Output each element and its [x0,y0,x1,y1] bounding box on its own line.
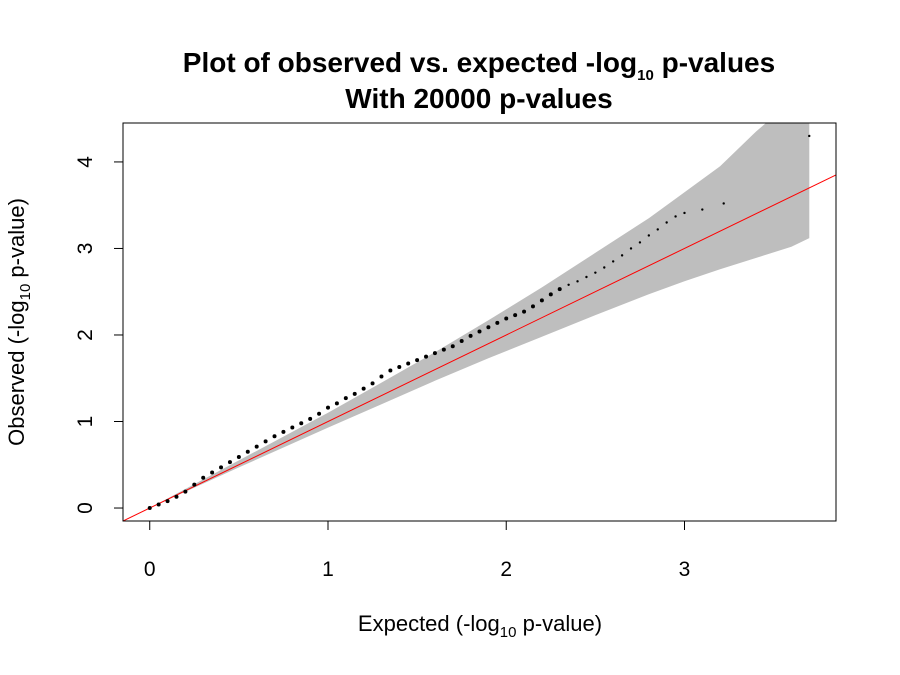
chart-title: Plot of observed vs. expected -log10 p-v… [183,47,775,84]
data-point [361,386,366,391]
data-point [594,271,597,274]
confidence-band-layer [149,123,810,508]
data-point [379,374,384,379]
y-tick-label: 0 [74,502,97,514]
data-point [192,482,197,487]
data-point [236,454,241,459]
data-point [486,325,491,330]
data-point [219,465,224,470]
reference-line [123,174,836,521]
data-point [567,283,570,286]
data-point [722,202,725,205]
data-point [585,275,588,279]
data-point [530,304,535,309]
y-axis: 0 1 2 3 4 [74,156,123,514]
x-tick-label: 1 [322,558,334,581]
y-tick-label: 3 [74,243,97,255]
data-point [281,429,286,434]
data-point [325,405,330,410]
data-point [210,470,215,475]
data-point [656,228,659,231]
plot-frame [122,122,837,522]
data-point [620,254,624,257]
y-tick-label: 1 [74,416,97,428]
data-point [603,266,606,269]
data-point [352,391,357,396]
data-point [397,364,402,369]
data-point [441,347,446,352]
data-point [629,247,633,250]
data-point [174,494,179,499]
data-point [674,215,677,218]
data-point [539,298,544,303]
data-point [522,309,527,314]
data-point [450,344,455,349]
data-point [424,354,429,359]
data-point [576,280,579,283]
data-point [477,329,482,334]
data-point [468,333,473,338]
y-tick-label: 4 [74,156,97,168]
data-point [683,211,686,215]
x-axis-label: Expected (-log10 p-value) [358,611,602,641]
data-point [317,411,322,416]
data-point [147,506,152,511]
data-point [290,425,295,430]
data-point [388,368,393,373]
x-tick-label: 2 [500,558,512,581]
data-point [201,475,206,480]
data-point [665,221,668,224]
chart-subtitle: With 20000 p-values [345,83,612,114]
data-point [701,208,704,211]
data-point [415,358,420,363]
x-axis: 0 1 2 3 [144,521,690,581]
data-point [254,444,259,449]
data-point [513,313,518,318]
data-point [370,381,375,386]
data-point [183,489,188,494]
confidence-band [149,123,810,508]
data-point [611,260,615,263]
y-axis-label: Observed (-log10 p-value) [4,198,34,446]
data-point [638,241,642,244]
points-layer [147,134,811,511]
data-point [165,499,170,504]
x-tick-label: 3 [679,558,691,581]
data-point [647,234,651,237]
data-point [557,287,562,292]
data-point [432,351,437,356]
x-tick-label: 0 [144,558,156,581]
data-point [308,416,313,421]
data-point [263,439,268,444]
data-point [406,361,411,366]
data-point [808,134,811,138]
data-point [299,421,304,426]
data-point [504,316,509,321]
data-point [272,434,277,439]
reference-line-layer [123,174,836,521]
data-point [227,460,232,465]
data-point [343,396,348,401]
data-point [156,502,161,507]
data-point [548,292,553,297]
y-tick-label: 2 [74,329,97,341]
data-point [245,449,250,454]
data-point [334,401,339,406]
data-point [495,320,500,325]
data-point [459,339,464,344]
